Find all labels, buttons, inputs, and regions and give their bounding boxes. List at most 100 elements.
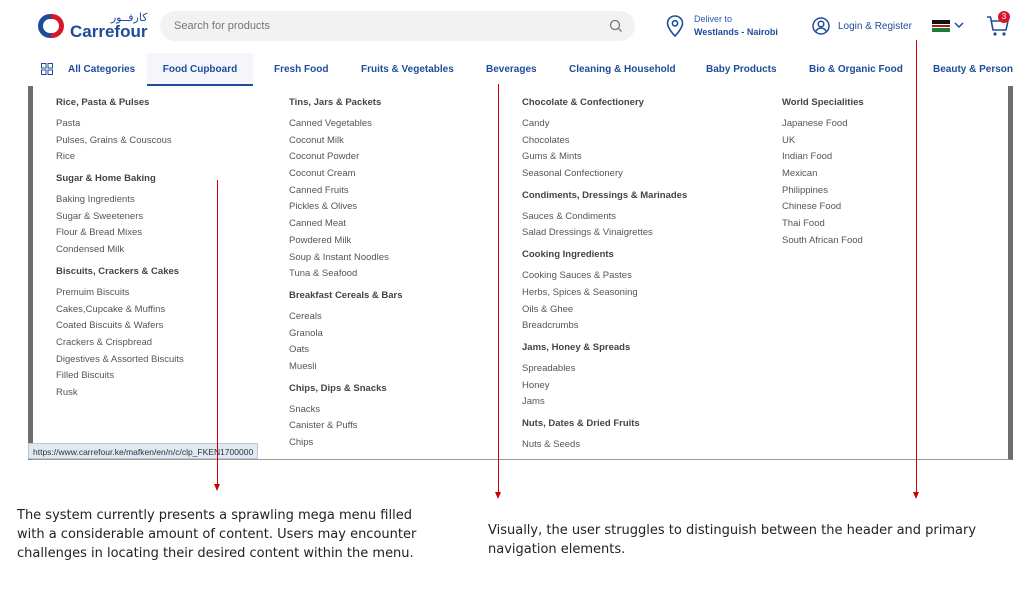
annotation-arrowhead-right (913, 492, 919, 499)
nav-item-baby-products[interactable]: Baby Products (706, 64, 777, 75)
carrefour-logo[interactable]: كارفــور Carrefour (38, 11, 147, 41)
menu-link[interactable]: Cakes,Cupcake & Muffins (56, 303, 166, 315)
deliver-label: Deliver to (694, 14, 733, 24)
menu-link[interactable]: Chinese Food (782, 201, 842, 213)
nav-item-fresh-food[interactable]: Fresh Food (274, 64, 329, 75)
nav-item-beauty-personal-care[interactable]: Beauty & Personal Care (933, 64, 1013, 75)
menu-link[interactable]: Rusk (56, 386, 78, 398)
menu-link[interactable]: Coconut Cream (289, 168, 356, 180)
menu-link[interactable]: Nuts & Seeds (522, 438, 581, 450)
menu-link[interactable]: Jams (522, 396, 545, 408)
menu-link[interactable]: Filled Biscuits (56, 370, 115, 382)
menu-section-title[interactable]: Jams, Honey & Spreads (522, 341, 631, 353)
menu-link[interactable]: Indian Food (782, 151, 833, 163)
menu-link[interactable]: Sugar & Sweeteners (56, 210, 144, 222)
menu-link[interactable]: Canned Meat (289, 218, 347, 230)
search-input[interactable] (174, 18, 594, 34)
menu-link[interactable]: Mexican (782, 168, 818, 180)
menu-link[interactable]: Oils & Ghee (522, 303, 574, 315)
menu-link[interactable]: Salad Dressings & Vinaigrettes (522, 227, 653, 239)
menu-link[interactable]: Tuna & Seafood (289, 268, 358, 280)
menu-section-title[interactable]: Breakfast Cereals & Bars (289, 289, 403, 301)
menu-link[interactable]: Philippines (782, 184, 828, 196)
menu-link[interactable]: Coated Biscuits & Wafers (56, 320, 164, 332)
mega-menu-column: Rice, Pasta & Pulses Pasta Pulses, Grains … (56, 94, 184, 406)
menu-link[interactable]: Sauces & Condiments (522, 210, 616, 222)
deliver-to-selector[interactable]: Deliver to Westlands - Nairobi (666, 13, 778, 39)
menu-section-title[interactable]: World Specialities (782, 97, 864, 108)
nav-item-fruits-vegetables[interactable]: Fruits & Vegetables (361, 64, 454, 75)
menu-link[interactable]: South African Food (782, 234, 863, 246)
nav-item-beverages[interactable]: Beverages (486, 64, 537, 75)
menu-link[interactable]: Thai Food (782, 218, 825, 230)
menu-link[interactable]: Chips (289, 437, 314, 448)
menu-link[interactable]: Oats (289, 344, 310, 356)
menu-section-title[interactable]: Tins, Jars & Packets (289, 97, 382, 108)
menu-link[interactable]: Coconut Milk (289, 134, 344, 146)
menu-link[interactable]: Canned Fruits (289, 184, 349, 196)
menu-link[interactable]: Baking Ingredients (56, 194, 135, 206)
kenya-flag-icon[interactable] (932, 20, 950, 32)
mega-menu-column: World Specialities Japanese Food UK Indian … (782, 94, 864, 254)
menu-link[interactable]: Candy (522, 118, 550, 129)
menu-section: Breakfast Cereals & Bars Cereals Granola Oa… (289, 287, 403, 376)
menu-section: Rice, Pasta & Pulses Pasta Pulses, Grains … (56, 94, 184, 166)
logo-arabic-text: كارفــور (110, 11, 148, 24)
menu-link[interactable]: Spreadables (522, 362, 576, 374)
status-bar-url: https://www.carrefour.ke/mafken/en/n/c/c… (28, 443, 259, 459)
menu-section: World Specialities Japanese Food UK Indian … (782, 94, 864, 250)
menu-link[interactable]: Pasta (56, 118, 81, 129)
mega-menu-column: Chocolate & Confectionery Candy Chocolates… (522, 94, 687, 458)
login-register-link[interactable]: Login & Register (812, 16, 912, 36)
menu-link[interactable]: Muesli (289, 360, 317, 372)
menu-link[interactable]: Japanese Food (782, 118, 848, 129)
menu-section-title[interactable]: Cooking Ingredients (522, 249, 614, 261)
menu-link[interactable]: Canister & Puffs (289, 420, 358, 432)
menu-section-title[interactable]: Condiments, Dressings & Marinades (522, 189, 688, 201)
menu-section-title[interactable]: Chocolate & Confectionery (522, 97, 644, 108)
nav-item-cleaning-household[interactable]: Cleaning & Household (569, 64, 676, 75)
nav-all-categories[interactable]: All Categories (68, 64, 136, 75)
menu-link[interactable]: Premuim Biscuits (56, 286, 130, 298)
nav-item-bio-organic-food[interactable]: Bio & Organic Food (809, 64, 903, 75)
menu-link[interactable]: Powdered Milk (289, 234, 352, 246)
menu-section-title[interactable]: Chips, Dips & Snacks (289, 382, 387, 394)
menu-link[interactable]: Seasonal Confectionery (522, 168, 623, 180)
menu-link[interactable]: Crackers & Crispbread (56, 336, 153, 348)
menu-link[interactable]: Pickles & Olives (289, 201, 358, 213)
search-icon[interactable] (609, 19, 623, 33)
menu-section: Jams, Honey & Spreads Spreadables Honey Jam… (522, 339, 687, 411)
menu-link[interactable]: Rice (56, 151, 76, 163)
menu-link[interactable]: Flour & Bread Mixes (56, 227, 143, 239)
menu-link[interactable]: Breadcrumbs (522, 320, 579, 332)
deliver-location: Westlands - Nairobi (694, 27, 778, 37)
pin-icon (666, 15, 684, 37)
menu-section: Nuts, Dates & Dried Fruits Nuts & Seeds (522, 415, 687, 454)
menu-link[interactable]: Coconut Powder (289, 151, 360, 163)
search-bar (160, 11, 635, 41)
menu-link[interactable]: Cooking Sauces & Pastes (522, 270, 632, 282)
menu-section-title[interactable]: Biscuits, Crackers & Cakes (56, 265, 180, 277)
mega-menu: Rice, Pasta & Pulses Pasta Pulses, Grains … (28, 86, 1013, 460)
nav-item-food-cupboard[interactable]: Food Cupboard (147, 53, 253, 86)
menu-link[interactable]: Gums & Mints (522, 151, 582, 163)
menu-link[interactable]: Pulses, Grains & Couscous (56, 134, 172, 146)
menu-section-title[interactable]: Nuts, Dates & Dried Fruits (522, 417, 640, 429)
menu-link[interactable]: Canned Vegetables (289, 118, 372, 129)
menu-link[interactable]: Digestives & Assorted Biscuits (56, 353, 184, 365)
annotation-arrow-middle (498, 84, 499, 492)
menu-section-title[interactable]: Sugar & Home Baking (56, 173, 156, 185)
menu-link[interactable]: Herbs, Spices & Seasoning (522, 286, 638, 298)
menu-link[interactable]: UK (782, 134, 796, 146)
menu-link[interactable]: Honey (522, 379, 550, 391)
annotation-arrowhead-middle (495, 492, 501, 499)
site-header: كارفــور Carrefour Deliver to Westlands … (0, 0, 1024, 52)
menu-section-title[interactable]: Rice, Pasta & Pulses (56, 97, 150, 108)
menu-link[interactable]: Cereals (289, 310, 322, 322)
chevron-down-icon[interactable] (954, 21, 964, 29)
menu-link[interactable]: Chocolates (522, 134, 570, 146)
menu-link[interactable]: Condensed Milk (56, 244, 125, 256)
menu-link[interactable]: Granola (289, 327, 323, 339)
menu-link[interactable]: Soup & Instant Noodles (289, 251, 389, 263)
menu-link[interactable]: Snacks (289, 403, 321, 415)
